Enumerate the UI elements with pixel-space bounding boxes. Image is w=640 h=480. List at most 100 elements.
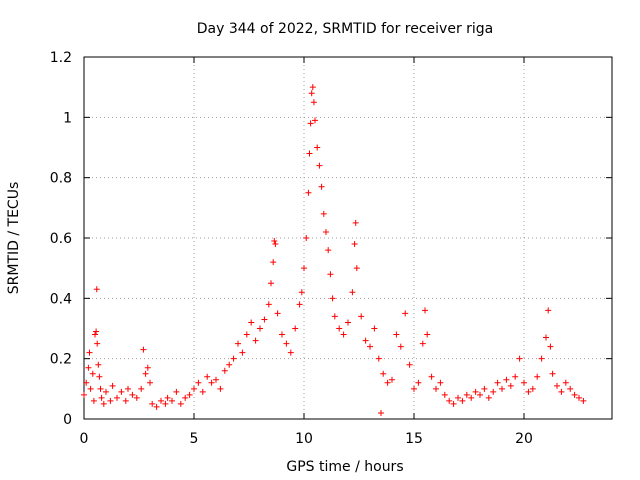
data-point [318,183,325,190]
data-point [580,397,587,404]
data-point [301,265,307,272]
data-point [433,385,439,392]
data-point [329,295,336,302]
data-point [419,340,426,347]
data-point [571,391,578,398]
data-point [545,307,552,314]
data-point [327,271,334,278]
y-tick-label: 0.8 [50,171,72,187]
data-point [96,373,103,380]
data-point [118,388,125,395]
data-point [169,397,175,404]
data-point [97,385,104,392]
data-point [336,325,343,332]
data-point [378,409,384,416]
data-point [529,385,536,392]
data-point [371,325,378,332]
chart-title: Day 344 of 2022, SRMTID for receiver rig… [197,21,494,37]
data-point [351,241,358,248]
data-point [239,349,246,356]
data-point [331,313,338,320]
y-tick-label: 0.2 [50,352,72,368]
data-point [199,388,206,395]
data-point [296,301,303,308]
data-point [303,235,310,241]
data-point [103,388,109,395]
data-point [554,382,560,389]
y-tick-label: 0.4 [50,291,72,307]
data-point [252,337,259,344]
data-point [468,394,475,401]
data-point [516,355,523,362]
data-point [140,346,147,353]
data-point [477,391,483,398]
data-point [217,385,224,392]
tick-layer: 0 0.2 0.4 0.6 0.8 1 1.2 0 5 10 15 20 [50,50,612,447]
data-point [402,310,409,317]
data-point [100,400,107,407]
data-point [173,388,180,395]
data-point [186,391,193,398]
x-tick-label: 20 [515,431,533,447]
data-point [109,382,116,389]
data-point [94,340,101,347]
data-point [142,370,149,377]
x-tick-label: 5 [190,431,199,447]
data-point [93,286,100,293]
data-point [261,316,268,323]
data-point [272,241,279,248]
data-point [547,343,554,350]
data-point [576,394,582,401]
data-point [208,379,215,386]
data-point [312,117,318,124]
data-point [114,394,120,401]
data-point [93,328,100,335]
data-point [230,355,237,362]
data-point [562,379,569,386]
y-tick-label: 1 [63,110,72,126]
x-tick-label: 15 [405,431,423,447]
data-point [164,394,171,401]
data-point [375,355,382,362]
data-point [411,385,417,392]
x-tick-label: 0 [80,431,89,447]
data-point [279,331,285,338]
data-point [558,388,565,395]
data-point [213,376,219,383]
data-point [309,84,316,91]
data-point [340,331,347,338]
point-layer [81,84,587,416]
data-point [83,379,90,386]
data-point [422,307,428,314]
data-point [292,325,299,332]
data-point [125,385,131,392]
data-point [243,331,250,338]
data-point [389,376,395,383]
data-point [87,385,94,392]
data-point [384,379,391,386]
data-point [358,313,365,320]
data-point [507,382,514,389]
data-point [195,379,202,386]
data-point [534,373,541,380]
data-point [274,310,281,317]
data-point [298,289,305,296]
data-point [352,219,359,226]
data-point [345,319,351,326]
data-point [191,385,197,392]
data-point [283,340,290,347]
data-point [450,400,457,407]
data-point [490,388,497,395]
data-point [428,373,435,380]
data-point [265,301,272,308]
data-point [521,379,527,386]
y-tick-label: 0 [63,412,72,428]
data-point [221,367,228,374]
data-point [257,325,263,332]
data-point [95,361,102,368]
data-point [270,259,277,266]
data-point [305,189,312,196]
data-point [86,349,93,356]
data-point [323,228,329,235]
